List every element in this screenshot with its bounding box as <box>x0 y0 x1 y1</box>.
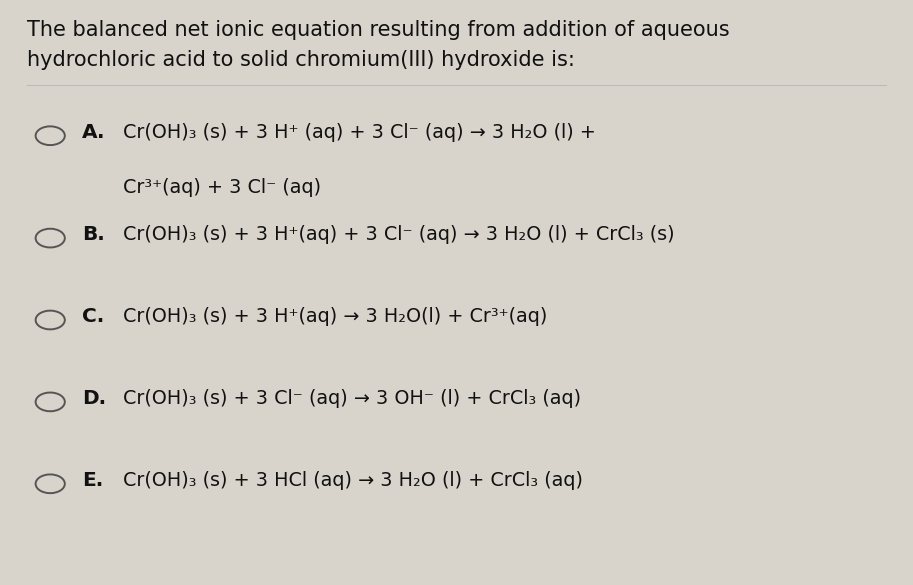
Text: hydrochloric acid to solid chromium(III) hydroxide is:: hydrochloric acid to solid chromium(III)… <box>27 50 575 70</box>
Text: C.: C. <box>82 307 104 326</box>
Text: The balanced net ionic equation resulting from addition of aqueous: The balanced net ionic equation resultin… <box>27 20 730 40</box>
Text: Cr(OH)₃ (s) + 3 H⁺ (aq) + 3 Cl⁻ (aq) → 3 H₂O (l) +: Cr(OH)₃ (s) + 3 H⁺ (aq) + 3 Cl⁻ (aq) → 3… <box>123 123 596 142</box>
Text: Cr(OH)₃ (s) + 3 H⁺(aq) + 3 Cl⁻ (aq) → 3 H₂O (l) + CrCl₃ (s): Cr(OH)₃ (s) + 3 H⁺(aq) + 3 Cl⁻ (aq) → 3 … <box>123 225 675 244</box>
Text: Cr(OH)₃ (s) + 3 HCl (aq) → 3 H₂O (l) + CrCl₃ (aq): Cr(OH)₃ (s) + 3 HCl (aq) → 3 H₂O (l) + C… <box>123 471 583 490</box>
Text: Cr(OH)₃ (s) + 3 H⁺(aq) → 3 H₂O(l) + Cr³⁺(aq): Cr(OH)₃ (s) + 3 H⁺(aq) → 3 H₂O(l) + Cr³⁺… <box>123 307 548 326</box>
Text: Cr(OH)₃ (s) + 3 Cl⁻ (aq) → 3 OH⁻ (l) + CrCl₃ (aq): Cr(OH)₃ (s) + 3 Cl⁻ (aq) → 3 OH⁻ (l) + C… <box>123 389 582 408</box>
Text: E.: E. <box>82 471 103 490</box>
Text: Cr³⁺(aq) + 3 Cl⁻ (aq): Cr³⁺(aq) + 3 Cl⁻ (aq) <box>123 178 321 197</box>
Text: D.: D. <box>82 389 106 408</box>
Text: B.: B. <box>82 225 105 244</box>
Text: A.: A. <box>82 123 106 142</box>
